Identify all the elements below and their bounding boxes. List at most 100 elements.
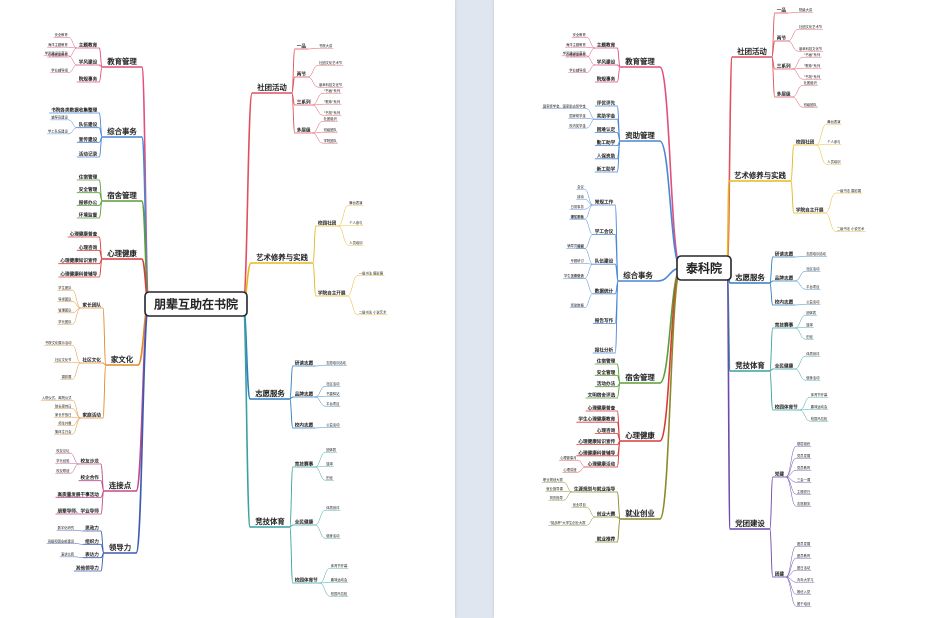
mindmap-page-left: 教育管理 主题教育 安全教育 海洋主题教育 心理健康教育 学风建设 学风建设示范月 学业辅导组… (0, 0, 455, 618)
leaf-label: 演讲比赛 (61, 552, 75, 557)
leaf-connector (314, 465, 326, 468)
sub-connector (790, 180, 795, 214)
leaf-connector (816, 123, 827, 146)
sub-topic-label: 高质量发展干事活动 (58, 491, 100, 498)
sub-connector (289, 526, 294, 584)
leaf-label: 海洋主题教育 (48, 42, 68, 47)
sub-topic-label: 朋辈导师、学业导师 (57, 508, 100, 515)
sub-topic-label: 活动办法 (597, 380, 616, 387)
leaf-connector (312, 131, 323, 134)
sub-topic-label: 全民健康 (774, 363, 794, 370)
leaf-connector (307, 76, 319, 88)
sub-topic-label: 活动记录 (79, 151, 98, 158)
leaf-label: 会议 (577, 184, 584, 189)
sub-connector (769, 370, 774, 411)
leaf-label: 社团组织 (324, 116, 338, 121)
leaf-label: 个人参与 (827, 139, 840, 144)
leaf-label: 专题研讨 (571, 258, 585, 263)
leaf-connector (584, 234, 594, 249)
sub-topic-label: 校园社团 (796, 139, 815, 146)
leaf-label: 海洋主题教育 (566, 42, 586, 47)
leaf-label: 团员教育 (797, 553, 811, 558)
sub-topic-label: 家庭活动 (83, 412, 102, 419)
branch-connector (135, 303, 150, 492)
leaf-label: 一级书法 摄影展 (359, 270, 384, 275)
leaf-label: 辅导员培训 (567, 243, 584, 248)
leaf-label: 社区活动 (326, 381, 340, 386)
sub-topic-label: 文明宿舍评选 (588, 392, 616, 399)
leaf-label: 团体赛 (326, 447, 337, 452)
leaf-label: 舞台表演 (827, 119, 841, 124)
sub-topic-label: 队伍建设 (79, 121, 98, 128)
sub-topic-label: 学院自主开展 (318, 290, 346, 297)
leaf-label: "挑战杯"大学生创业大赛 (549, 520, 586, 525)
sub-connector (614, 263, 619, 282)
branch-label: 教育管理 (624, 57, 655, 66)
sub-topic-label: 其他领导力 (76, 565, 99, 572)
sub-topic-label: 学生心理健康教育 (578, 416, 615, 423)
branch-label: 连接点 (109, 481, 132, 490)
leaf-connector (314, 509, 326, 526)
branch-label: 综合事务 (623, 271, 653, 280)
sub-topic-label: 评优评先 (597, 100, 616, 107)
leaf-connector (586, 506, 596, 518)
sub-topic-label: 主题教育 (79, 42, 98, 49)
leaf-connector (68, 119, 78, 128)
branch-label: 家文化 (111, 355, 134, 364)
branch-label: 艺术修养与实践 (734, 171, 786, 180)
leaf-connector (74, 556, 84, 558)
sub-topic-label: 心理健康普查 (588, 405, 616, 412)
leaf-label: 志愿培训活动 (806, 251, 826, 256)
sub-connector (769, 368, 774, 372)
leaf-connector (794, 327, 806, 340)
leaf-label: 创业项目 (573, 502, 586, 507)
leaf-connector (816, 143, 827, 146)
leaf-connector (68, 55, 78, 66)
branch-label: 教育管理 (106, 57, 137, 66)
leaf-connector (794, 368, 806, 381)
leaf-connector (785, 469, 797, 478)
leaf-label: 人员培训 (349, 240, 363, 245)
leaf-label: 心理健康教育 (566, 52, 586, 57)
leaf-connector (314, 364, 326, 367)
sub-topic-label: 竞技赛事 (294, 461, 314, 468)
sub-connector (312, 262, 317, 297)
sub-connector (291, 76, 296, 94)
leaf-connector (347, 275, 358, 297)
leaf-label: 接待 (577, 194, 584, 199)
leaf-connector (72, 361, 81, 364)
leaf-connector (319, 581, 331, 584)
sub-topic-label: 校内志愿 (295, 422, 314, 429)
sub-connector (98, 66, 103, 83)
leaf-label: "书画"系列 (804, 52, 821, 57)
leaf-label: 平台项目 (806, 284, 819, 289)
leaf-connector (307, 47, 319, 50)
leaf-label: 学工例会 (571, 214, 585, 219)
leaf-connector (794, 326, 806, 329)
leaf-label: 职业规划大赛 (543, 477, 563, 482)
leaf-connector (794, 303, 806, 306)
sub-connector (616, 47, 621, 68)
leaf-connector (72, 301, 81, 309)
leaf-connector (792, 96, 803, 108)
sub-connector (289, 466, 294, 528)
leaf-label: 班级和团支部建设 (48, 538, 75, 543)
leaf-label: 校园马拉松 (811, 416, 828, 421)
sub-connector (769, 256, 774, 284)
sub-topic-label: 生涯规划与就业指导 (574, 486, 616, 493)
leaf-label: 篮球 (806, 322, 813, 327)
leaf-label: "歌咏"系列 (804, 63, 821, 68)
leaf-connector (785, 476, 797, 507)
sub-topic-label: 两节 (777, 35, 787, 42)
sub-topic-label: 困难认定 (597, 126, 616, 133)
leaf-connector (794, 355, 806, 370)
sub-topic-label: 院规事务 (79, 76, 98, 83)
sub-topic-label: 主题教育 (597, 42, 616, 49)
leaf-connector (584, 188, 594, 206)
sub-topic-label: 学风建设 (79, 59, 98, 66)
leaf-label: 学业辅导组 (51, 67, 68, 72)
leaf-label: 日常事务 (571, 204, 585, 209)
sub-connector (790, 144, 795, 182)
sub-topic-label: 住宿管理 (597, 358, 616, 365)
